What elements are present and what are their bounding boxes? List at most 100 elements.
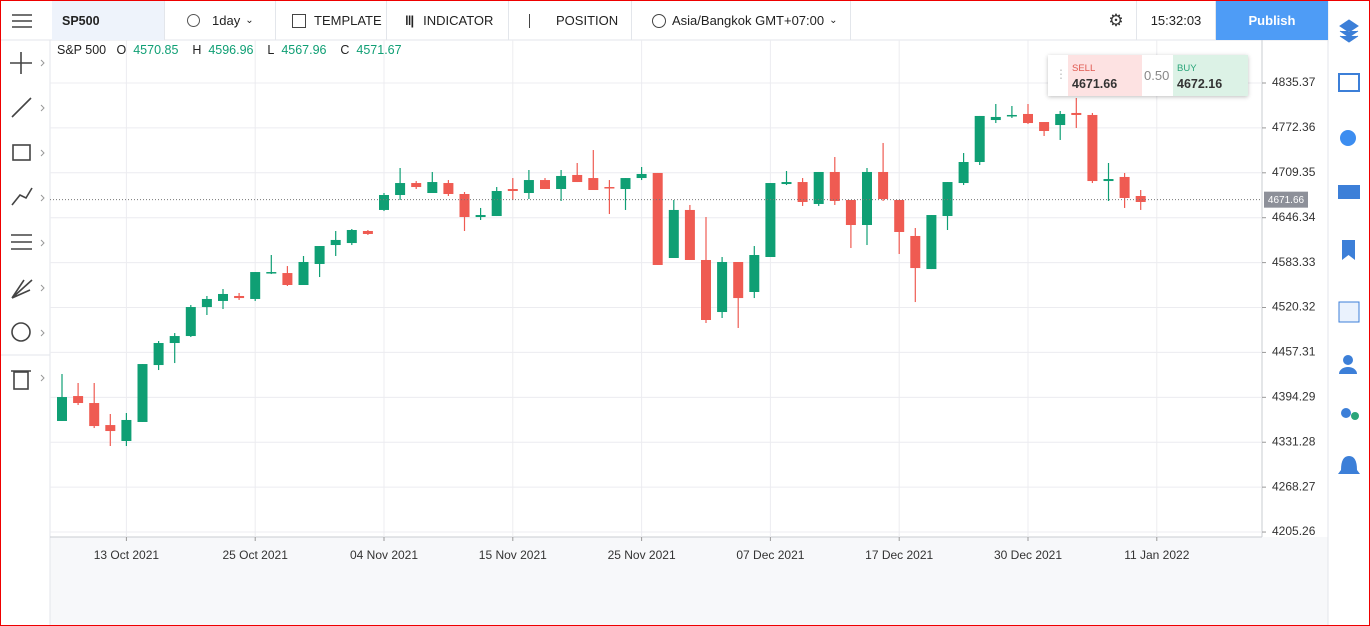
y-tick-label: 4835.37 [1272,75,1316,89]
legend-label: H [192,43,202,57]
candle-body [974,115,985,163]
bookmark-icon[interactable] [1342,240,1355,260]
candle-body [781,182,792,185]
flag-icon[interactable] [1338,185,1360,199]
y-tick-label: 4583.33 [1272,255,1316,269]
news-icon[interactable] [1338,301,1360,323]
ohlc-legend: S&P 500 O 4570.85 H 4596.96 L 4567.96 C … [57,43,402,57]
crosshair-tool[interactable] [10,52,32,74]
clock: 15:32:03 [1137,1,1216,40]
candle-body [1119,176,1130,198]
y-tick-label: 4709.35 [1272,165,1316,179]
timezone-dropdown[interactable]: Asia/Bangkok GMT+07:00 ⌄ [632,1,851,40]
buy-price: 4672.16 [1177,77,1223,91]
candle-body [346,229,357,244]
candle-body [797,182,808,202]
candle-body [362,230,373,234]
candle-body [201,298,212,308]
candle-body [218,293,228,301]
y-tick-label: 4457.31 [1272,345,1316,359]
path-tool[interactable] [11,187,33,206]
alert-icon[interactable] [1338,456,1360,474]
trendline-tool[interactable] [11,97,32,118]
x-axis-area [50,537,1328,625]
x-tick-label: 17 Dec 2021 [865,548,933,562]
trade-panel: ⋮⋮ SELL 4671.66 0.50 BUY 4672.16 [1048,55,1248,96]
candle-body [1071,112,1082,115]
template-label: TEMPLATE [314,13,382,28]
expand-arrows [40,59,45,382]
candle-body [73,396,84,404]
candle-body [379,195,389,210]
candle-body [314,246,325,264]
candle-body [153,343,164,366]
y-tick-label: 4520.32 [1272,300,1316,314]
symbol-search[interactable]: SP500 [52,1,165,40]
calendar-icon[interactable] [1338,73,1360,92]
candle-body [475,215,486,218]
interval-dropdown[interactable]: 1day ⌄ [165,1,276,40]
position-icon [529,13,540,28]
legend-label: O [116,43,127,57]
publish-button[interactable]: Publish [1216,1,1328,40]
delete-tool[interactable] [11,370,31,390]
legend-symbol: S&P 500 [57,43,107,57]
timezone: Asia/Bangkok GMT+07:00 [672,13,825,28]
candle-body [1023,113,1033,124]
candle-body [717,261,728,313]
candle-body [523,180,534,194]
candle-body [733,261,744,299]
buy-button[interactable]: BUY 4672.16 [1173,55,1248,96]
idea-icon[interactable] [1340,130,1356,146]
layers-icon[interactable] [1339,19,1359,43]
candle-body [684,209,695,260]
indicator-icon: ‖| [405,13,414,28]
template-icon [292,13,306,28]
candle-body [89,403,100,427]
template-button[interactable]: TEMPLATE [276,1,387,40]
candle-body [121,419,132,442]
y-tick-label: 4772.36 [1272,120,1316,134]
candle-body [652,172,663,265]
community-icon-2 [1351,412,1359,420]
community-icon[interactable] [1341,408,1351,418]
last-price-tag [1264,191,1308,208]
position-label: POSITION [556,13,619,28]
candle-body [1087,114,1098,182]
globe-icon [652,13,666,28]
candle-body [443,183,454,195]
candle-body [1006,114,1017,117]
candle-body [701,259,711,320]
legend-value: 4571.67 [356,43,402,57]
menu-icon[interactable] [12,14,32,28]
profile-icon[interactable] [1343,355,1353,365]
note-tool[interactable] [11,322,31,342]
candle-body [282,273,293,286]
candle-body [894,199,905,232]
candle-body [942,182,953,217]
legend-value: 4567.96 [281,43,327,57]
candle-body [1135,195,1146,202]
candle-body [234,295,245,299]
candle-body [878,171,889,199]
x-tick-label: 13 Oct 2021 [94,548,160,562]
candle-body [427,182,438,194]
candle-body [588,178,599,191]
fib-tool[interactable] [11,234,32,250]
x-tick-label: 04 Nov 2021 [350,548,418,562]
candle-body [540,180,550,190]
fan-tool[interactable] [11,279,33,299]
interval: 1day [212,13,241,28]
position-button[interactable]: POSITION [509,1,632,40]
x-tick-label: 30 Dec 2021 [994,548,1062,562]
sell-button[interactable]: SELL 4671.66 [1068,55,1142,96]
x-tick-label: 25 Nov 2021 [608,548,676,562]
rectangle-tool[interactable] [12,144,31,161]
right-sidebar [1338,19,1360,474]
settings-button[interactable]: ⚙ [1096,1,1137,40]
candle-body [1103,179,1114,182]
candle-body [910,235,921,269]
indicator-button[interactable]: ‖| INDICATOR [387,1,509,40]
